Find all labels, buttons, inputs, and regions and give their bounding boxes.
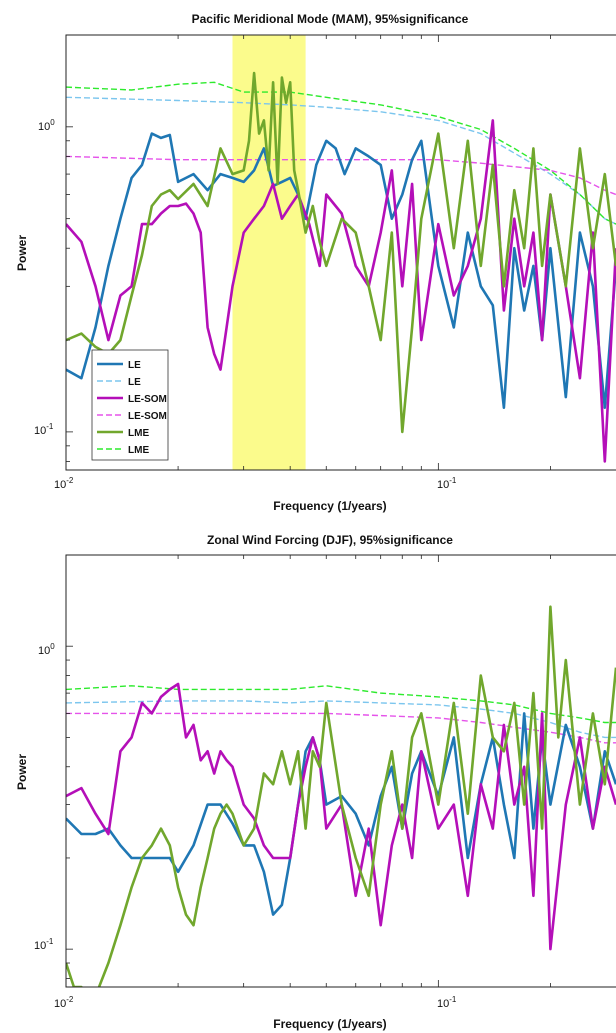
ytick-label-bottom-1: 100 [38,642,55,657]
series-lme-top [66,71,616,434]
y-axis-label-top: Power [15,235,29,271]
series-lme-sig-bottom [66,685,616,724]
x-axis-label-bottom: Frequency (1/years) [273,1017,386,1031]
series-lme-bottom [66,605,616,987]
xtick-label-top-1: 10-2 [54,476,74,491]
legend: LE LE LE-SOM LE-SOM LME LME [91,349,169,461]
series-le-sig-top [66,96,616,225]
legend-label-le-sig: LE [128,377,141,388]
xtick-label-top-2: 10-1 [437,476,457,491]
panel-top: Pacific Meridional Mode (MAM), 95%signif… [15,12,616,513]
chart-title-bottom: Zonal Wind Forcing (DJF), 95%significanc… [207,533,453,547]
xtick-label-bottom-1: 10-2 [54,995,74,1010]
legend-label-lesom-sig: LE-SOM [128,411,167,422]
legend-label-lme: LME [128,428,149,439]
y-axis-label-bottom: Power [15,754,29,790]
series-lme-sig-top [66,81,616,225]
series-le-sig-bottom [66,700,616,739]
series-lesom-sig-top [66,155,616,196]
xtick-label-bottom-2: 10-1 [437,995,457,1010]
series-le-top [66,132,616,410]
panel-bottom: Zonal Wind Forcing (DJF), 95%significanc… [15,533,616,1031]
plot-area-bottom [66,605,616,987]
plot-area-top [66,71,616,463]
legend-label-lesom: LE-SOM [128,394,167,405]
ytick-label-top-2: 10-1 [34,422,54,437]
x-axis-label-top: Frequency (1/years) [273,499,386,513]
chart-title-top: Pacific Meridional Mode (MAM), 95%signif… [192,12,469,26]
highlight-band [232,35,306,470]
axes-box-top [65,34,616,471]
axes-box-bottom [65,554,616,988]
ytick-label-top-1: 100 [38,118,55,133]
ytick-label-bottom-2: 10-1 [34,937,54,952]
axis-ticks-top [65,34,551,470]
legend-label-lme-sig: LME [128,445,149,456]
legend-label-le: LE [128,360,141,371]
legend-box [91,349,169,461]
series-lesom-bottom [66,682,616,951]
axis-ticks-bottom [65,554,551,987]
